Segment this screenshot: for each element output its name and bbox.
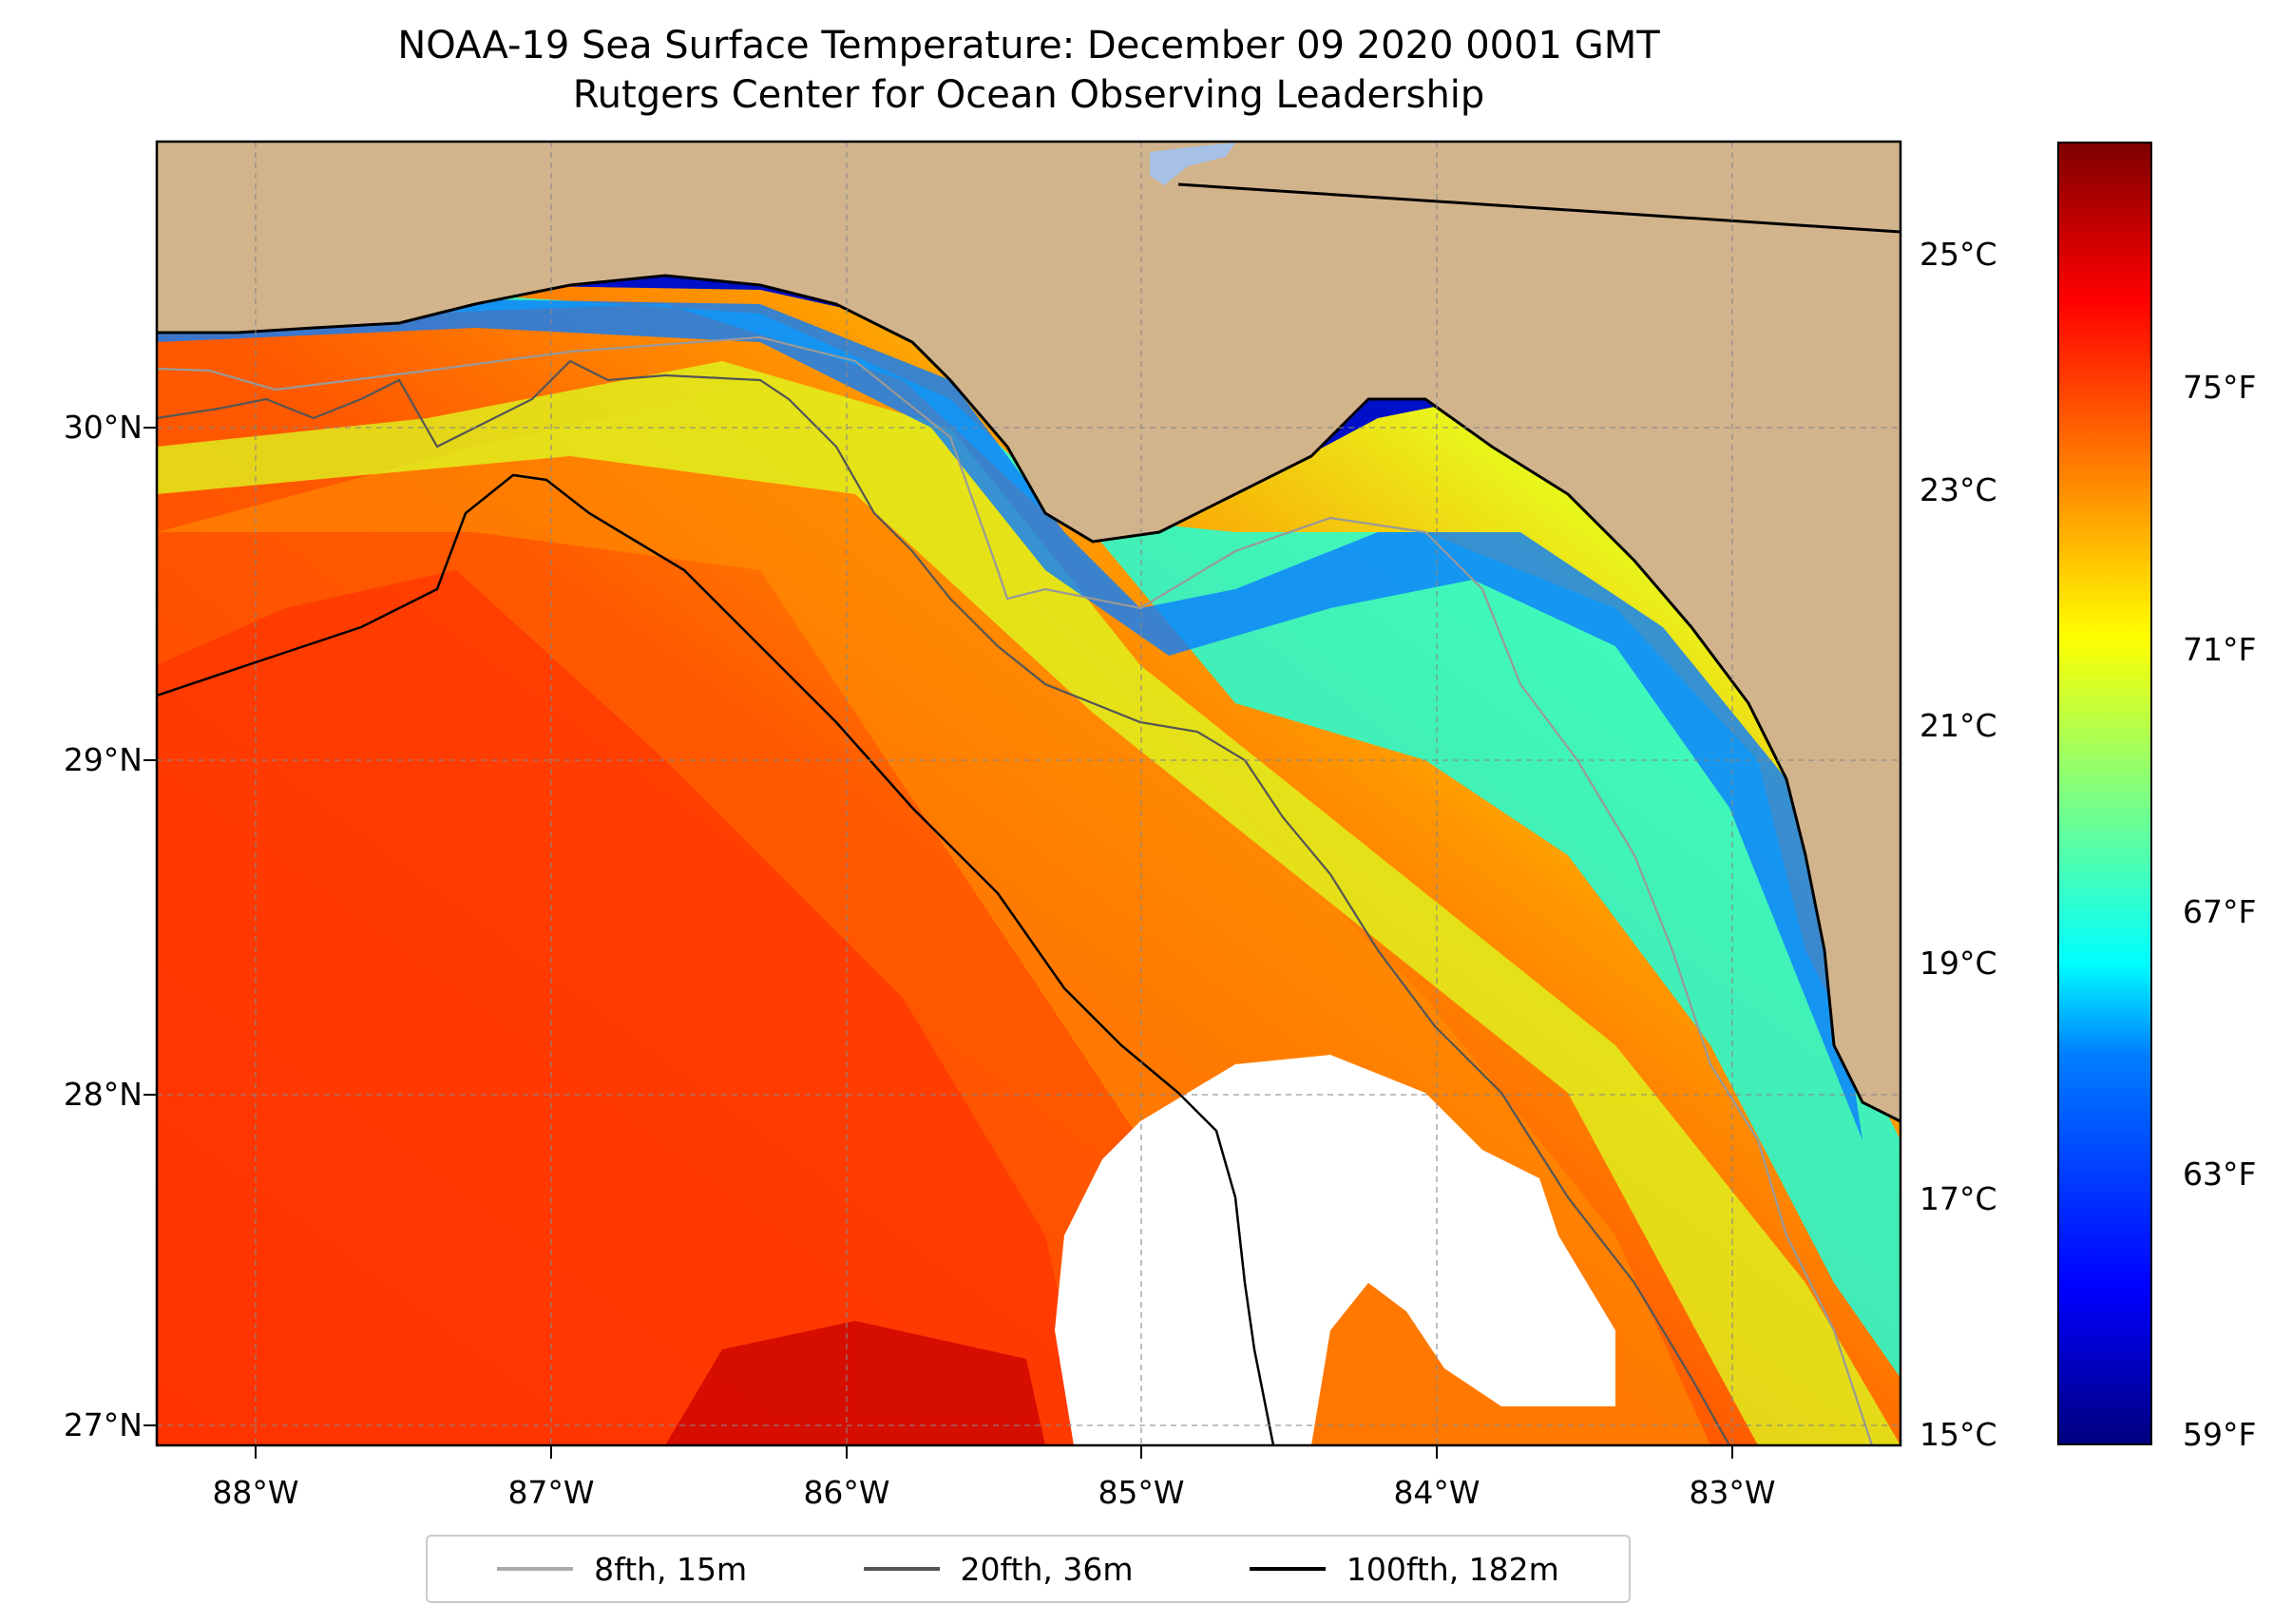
- axis-ticks: [143, 427, 1733, 1459]
- colorbar-label-67f: 67°F: [2183, 893, 2257, 930]
- colorbar-label-21c: 21°C: [1920, 707, 1997, 744]
- cloud-mask: [1055, 1055, 1615, 1445]
- lon-label-85w: 85°W: [1098, 1474, 1185, 1511]
- colorbar-label-63f: 63°F: [2183, 1156, 2257, 1193]
- legend-label-8fth: 8fth, 15m: [594, 1550, 748, 1588]
- colorbar-label-71f: 71°F: [2183, 631, 2257, 668]
- isobath-8fth: [157, 335, 1874, 1445]
- lat-label-29n: 29°N: [63, 741, 143, 778]
- sea-cold-band: [157, 299, 1862, 1140]
- legend-label-100fth: 100fth, 182m: [1346, 1550, 1559, 1588]
- legend-swatch-100fth: [1249, 1567, 1326, 1571]
- colorbar-label-19c: 19°C: [1920, 945, 1997, 982]
- legend-swatch-8fth: [497, 1567, 574, 1571]
- legend-item-100fth: 100fth, 182m: [1249, 1550, 1559, 1588]
- state-border: [1177, 182, 1900, 234]
- isobath-20fth: [157, 359, 1730, 1445]
- legend-item-20fth: 20fth, 36m: [863, 1550, 1134, 1588]
- map-title: NOAA-19 Sea Surface Temperature: Decembe…: [157, 21, 1900, 120]
- lat-label-28n: 28°N: [63, 1076, 143, 1113]
- land-mainland: [157, 142, 1900, 1121]
- sea-yellow-band: [157, 361, 1900, 1445]
- colorbar-label-23c: 23°C: [1920, 471, 1997, 508]
- legend-label-20fth: 20fth, 36m: [960, 1550, 1134, 1588]
- map-frame: [155, 140, 1902, 1447]
- lon-label-88w: 88°W: [212, 1474, 299, 1511]
- lon-label-86w: 86°W: [803, 1474, 890, 1511]
- title-line-2: Rutgers Center for Ocean Observing Leade…: [572, 73, 1485, 117]
- lat-label-27n: 27°N: [63, 1406, 143, 1443]
- colorbar-label-59f: 59°F: [2183, 1416, 2257, 1453]
- lake-seminole: [1150, 143, 1235, 185]
- colorbar: [2057, 142, 2152, 1445]
- lat-label-30n: 30°N: [63, 409, 143, 446]
- gridlines: [157, 142, 1900, 1445]
- lon-label-84w: 84°W: [1393, 1474, 1480, 1511]
- legend-item-8fth: 8fth, 15m: [497, 1551, 747, 1588]
- isobath-legend: 8fth, 15m 20fth, 36m 100fth, 182m: [426, 1535, 1631, 1603]
- lon-label-83w: 83°W: [1689, 1474, 1776, 1511]
- sea-deep-red-region: [157, 570, 1093, 1445]
- sea-darkred-patch: [665, 1321, 1045, 1445]
- colorbar-label-75f: 75°F: [2183, 369, 2257, 406]
- colorbar-label-15c: 15°C: [1920, 1416, 1997, 1453]
- title-line-1: NOAA-19 Sea Surface Temperature: Decembe…: [397, 24, 1660, 67]
- legend-swatch-20fth: [863, 1567, 940, 1571]
- coastline: [157, 274, 1900, 1123]
- colorbar-label-17c: 17°C: [1920, 1180, 1997, 1217]
- isobath-100fth: [157, 473, 1275, 1445]
- colorbar-label-25c: 25°C: [1920, 236, 1997, 273]
- lon-label-87w: 87°W: [507, 1474, 595, 1511]
